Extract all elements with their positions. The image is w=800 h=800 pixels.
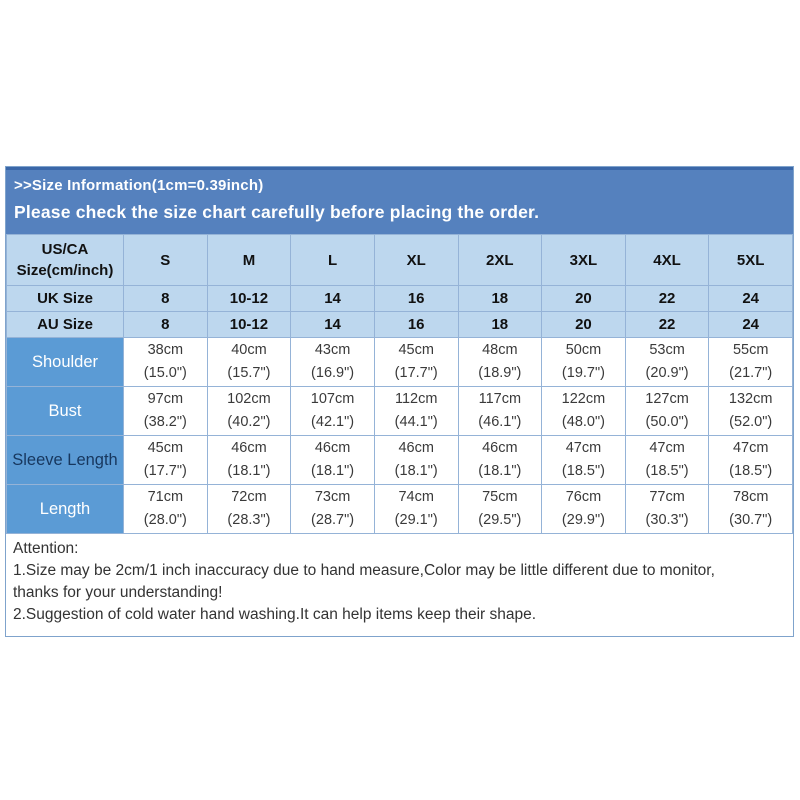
- size-chart-notice: Please check the size chart carefully be…: [14, 202, 540, 222]
- length-cell: 71cm (28.0"): [123, 484, 208, 534]
- uk-size-row: UK Size 8 10-12 14 16 18 20 22 24: [6, 285, 793, 312]
- uk-size-cell: 10-12: [206, 285, 292, 312]
- shoulder-cell: 45cm (17.7"): [373, 337, 459, 387]
- sleeve-length-row: Sleeve Length 45cm (17.7") 46cm (18.1") …: [6, 435, 793, 485]
- au-size-cell: 16: [373, 311, 459, 338]
- sleeve-length-label: Sleeve Length: [6, 435, 124, 485]
- attention-title: Attention:: [13, 540, 79, 557]
- shoulder-label: Shoulder: [6, 337, 124, 387]
- bust-cell: 107cm (42.1"): [290, 386, 375, 436]
- size-column-header: 4XL: [624, 234, 710, 286]
- size-information-title: >>Size Information(1cm=0.39inch): [14, 177, 264, 194]
- size-column-header: M: [206, 234, 292, 286]
- bust-label: Bust: [6, 386, 124, 436]
- length-row: Length 71cm (28.0") 72cm (28.3") 73cm (2…: [6, 484, 793, 534]
- au-size-cell: 22: [624, 311, 710, 338]
- sleeve-length-cell: 47cm (18.5"): [708, 435, 793, 485]
- sleeve-length-cell: 47cm (18.5"): [541, 435, 626, 485]
- length-cell: 72cm (28.3"): [206, 484, 292, 534]
- shoulder-cell: 38cm (15.0"): [123, 337, 208, 387]
- au-size-cell: 10-12: [206, 311, 292, 338]
- shoulder-cell: 43cm (16.9"): [290, 337, 375, 387]
- attention-section: Attention: 1.Size may be 2cm/1 inch inac…: [6, 534, 793, 636]
- sleeve-length-cell: 46cm (18.1"): [373, 435, 459, 485]
- uk-size-cell: 16: [373, 285, 459, 312]
- size-column-header: S: [123, 234, 208, 286]
- bust-cell: 127cm (50.0"): [624, 386, 710, 436]
- au-size-cell: 14: [290, 311, 375, 338]
- sleeve-length-cell: 46cm (18.1"): [206, 435, 292, 485]
- header-row: US/CA Size(cm/inch) S M L XL 2XL 3XL 4XL…: [6, 234, 793, 286]
- length-label: Length: [6, 484, 124, 534]
- bust-cell: 97cm (38.2"): [123, 386, 208, 436]
- sleeve-length-cell: 47cm (18.5"): [624, 435, 710, 485]
- uk-size-cell: 20: [541, 285, 626, 312]
- sleeve-length-cell: 46cm (18.1"): [290, 435, 375, 485]
- corner-header: US/CA Size(cm/inch): [6, 234, 124, 286]
- au-size-cell: 20: [541, 311, 626, 338]
- bust-row: Bust 97cm (38.2") 102cm (40.2") 107cm (4…: [6, 386, 793, 436]
- length-cell: 73cm (28.7"): [290, 484, 375, 534]
- uk-size-cell: 18: [457, 285, 543, 312]
- length-cell: 78cm (30.7"): [708, 484, 793, 534]
- size-column-header: XL: [373, 234, 459, 286]
- au-size-cell: 8: [123, 311, 208, 338]
- au-size-label: AU Size: [6, 311, 124, 338]
- sleeve-length-cell: 46cm (18.1"): [457, 435, 543, 485]
- bust-cell: 122cm (48.0"): [541, 386, 626, 436]
- length-cell: 76cm (29.9"): [541, 484, 626, 534]
- length-cell: 74cm (29.1"): [373, 484, 459, 534]
- au-size-cell: 24: [708, 311, 793, 338]
- shoulder-cell: 40cm (15.7"): [206, 337, 292, 387]
- attention-line: 1.Size may be 2cm/1 inch inaccuracy due …: [13, 562, 715, 580]
- bust-cell: 102cm (40.2"): [206, 386, 292, 436]
- size-chart-table: US/CA Size(cm/inch) S M L XL 2XL 3XL 4XL…: [6, 234, 793, 534]
- uk-size-cell: 24: [708, 285, 793, 312]
- size-column-header: 5XL: [708, 234, 793, 286]
- shoulder-cell: 48cm (18.9"): [457, 337, 543, 387]
- bust-cell: 112cm (44.1"): [373, 386, 459, 436]
- uk-size-label: UK Size: [6, 285, 124, 312]
- au-size-row: AU Size 8 10-12 14 16 18 20 22 24: [6, 311, 793, 338]
- uk-size-cell: 8: [123, 285, 208, 312]
- length-cell: 75cm (29.5"): [457, 484, 543, 534]
- size-column-header: L: [290, 234, 375, 286]
- attention-line: thanks for your understanding!: [13, 584, 223, 602]
- banner: >>Size Information(1cm=0.39inch) Please …: [6, 167, 793, 234]
- length-cell: 77cm (30.3"): [624, 484, 710, 534]
- shoulder-cell: 50cm (19.7"): [541, 337, 626, 387]
- bust-cell: 132cm (52.0"): [708, 386, 793, 436]
- sleeve-length-cell: 45cm (17.7"): [123, 435, 208, 485]
- size-column-header: 2XL: [457, 234, 543, 286]
- shoulder-row: Shoulder 38cm (15.0") 40cm (15.7") 43cm …: [6, 337, 793, 387]
- uk-size-cell: 14: [290, 285, 375, 312]
- attention-line: 2.Suggestion of cold water hand washing.…: [13, 606, 537, 624]
- au-size-cell: 18: [457, 311, 543, 338]
- shoulder-cell: 53cm (20.9"): [624, 337, 710, 387]
- shoulder-cell: 55cm (21.7"): [708, 337, 793, 387]
- bust-cell: 117cm (46.1"): [457, 386, 543, 436]
- uk-size-cell: 22: [624, 285, 710, 312]
- size-column-header: 3XL: [541, 234, 626, 286]
- size-info-sheet: >>Size Information(1cm=0.39inch) Please …: [5, 166, 794, 637]
